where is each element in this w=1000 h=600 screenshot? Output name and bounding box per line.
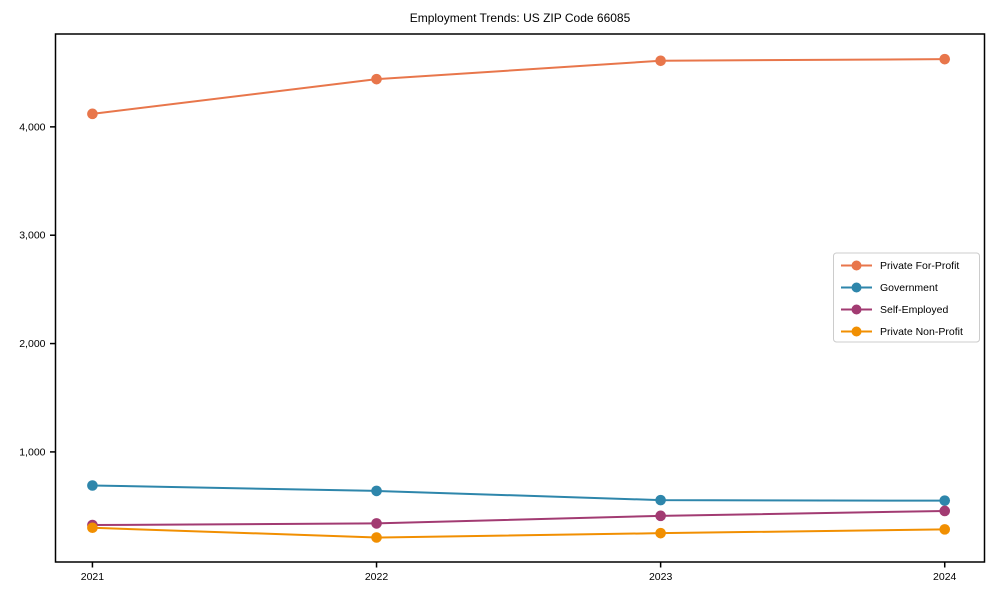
x-tick-label: 2024 [933, 571, 957, 583]
data-point-marker [655, 55, 666, 67]
series-path [92, 58, 945, 115]
data-point-marker [87, 480, 98, 491]
legend-box [833, 252, 980, 343]
plot-border [54, 33, 986, 563]
series-path [92, 526, 945, 539]
legend-swatch-marker [851, 326, 862, 337]
legend-label: Self-Employed [880, 304, 948, 316]
data-point-marker [939, 505, 951, 517]
y-tick-label: 4,000 [19, 121, 45, 133]
legend-label: Private For-Profit [880, 260, 959, 272]
y-tick-label: 1,000 [19, 446, 45, 458]
legend-label: Private Non-Profit [880, 326, 963, 338]
data-point-marker [371, 518, 382, 529]
legend-item-private-non-profit: Private Non-Profit [841, 326, 963, 338]
data-point-marker [939, 524, 951, 535]
series-line-self-employed [87, 505, 951, 531]
legend-item-government: Government [841, 282, 938, 294]
legend-item-self-employed: Self-Employed [841, 304, 948, 316]
series-line-private-non-profit [87, 522, 951, 543]
series-line-private-for-profit [87, 53, 951, 120]
legend-label: Government [880, 282, 938, 294]
data-point-marker [939, 53, 951, 65]
series-path [92, 509, 945, 527]
data-point-marker [655, 510, 666, 522]
data-point-marker [371, 485, 382, 497]
data-point-marker [87, 108, 98, 120]
data-point-marker [939, 495, 951, 506]
legend-swatch-marker [851, 260, 862, 271]
x-tick-label: 2022 [365, 571, 389, 583]
data-point-marker [655, 527, 666, 539]
chart-title: Employment Trends: US ZIP Code 66085 [409, 11, 631, 25]
y-tick-label: 2,000 [19, 338, 45, 350]
data-point-marker [371, 73, 382, 85]
series-line-government [87, 480, 951, 506]
data-point-marker [655, 494, 666, 506]
legend-swatch-marker [851, 282, 862, 293]
x-tick-label: 2021 [81, 571, 105, 583]
x-tick-label: 2023 [649, 571, 673, 583]
series-path [92, 484, 945, 502]
legend-item-private-for-profit: Private For-Profit [841, 260, 959, 272]
legend: Private For-Profit Government Self-Employe… [833, 252, 980, 343]
y-tick-label: 3,000 [19, 230, 45, 242]
legend-swatch-marker [851, 304, 862, 315]
data-point-marker [87, 522, 98, 534]
data-point-marker [371, 532, 382, 543]
